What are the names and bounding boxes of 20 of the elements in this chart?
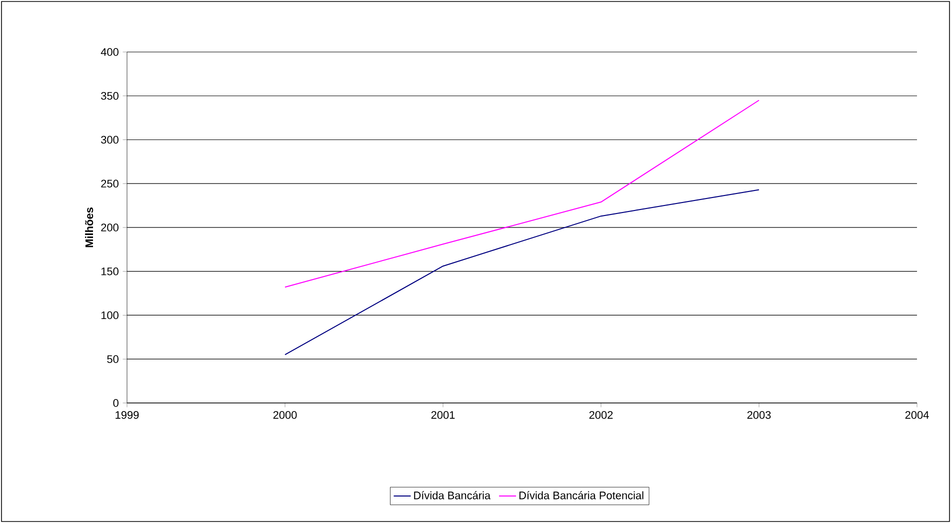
y-tick-label: 200 [101, 224, 118, 232]
y-axis-title: Milhões [85, 208, 94, 248]
x-tick-label: 2002 [589, 411, 613, 419]
x-tick-label: 2001 [431, 411, 455, 419]
x-tick-label: 1999 [116, 411, 139, 419]
legend-label: Dívida Bancária [414, 491, 491, 500]
x-tick-label: 2004 [905, 411, 929, 419]
line-series [284, 189, 760, 356]
x-tick-label: 2000 [273, 411, 297, 419]
y-tick-label: 150 [101, 267, 118, 276]
line-series [284, 100, 760, 288]
legend-label: Dívida Bancária Potencial [519, 491, 644, 500]
y-tick-label: 250 [101, 180, 118, 188]
y-tick-label: 300 [101, 136, 118, 144]
y-tick-label: 0 [113, 399, 118, 407]
y-tick-label: 100 [101, 311, 118, 320]
y-tick-label: 50 [107, 355, 118, 363]
x-tick-label: 2003 [747, 411, 771, 419]
y-tick-label: 350 [101, 92, 118, 100]
y-tick-label: 400 [100, 48, 118, 56]
